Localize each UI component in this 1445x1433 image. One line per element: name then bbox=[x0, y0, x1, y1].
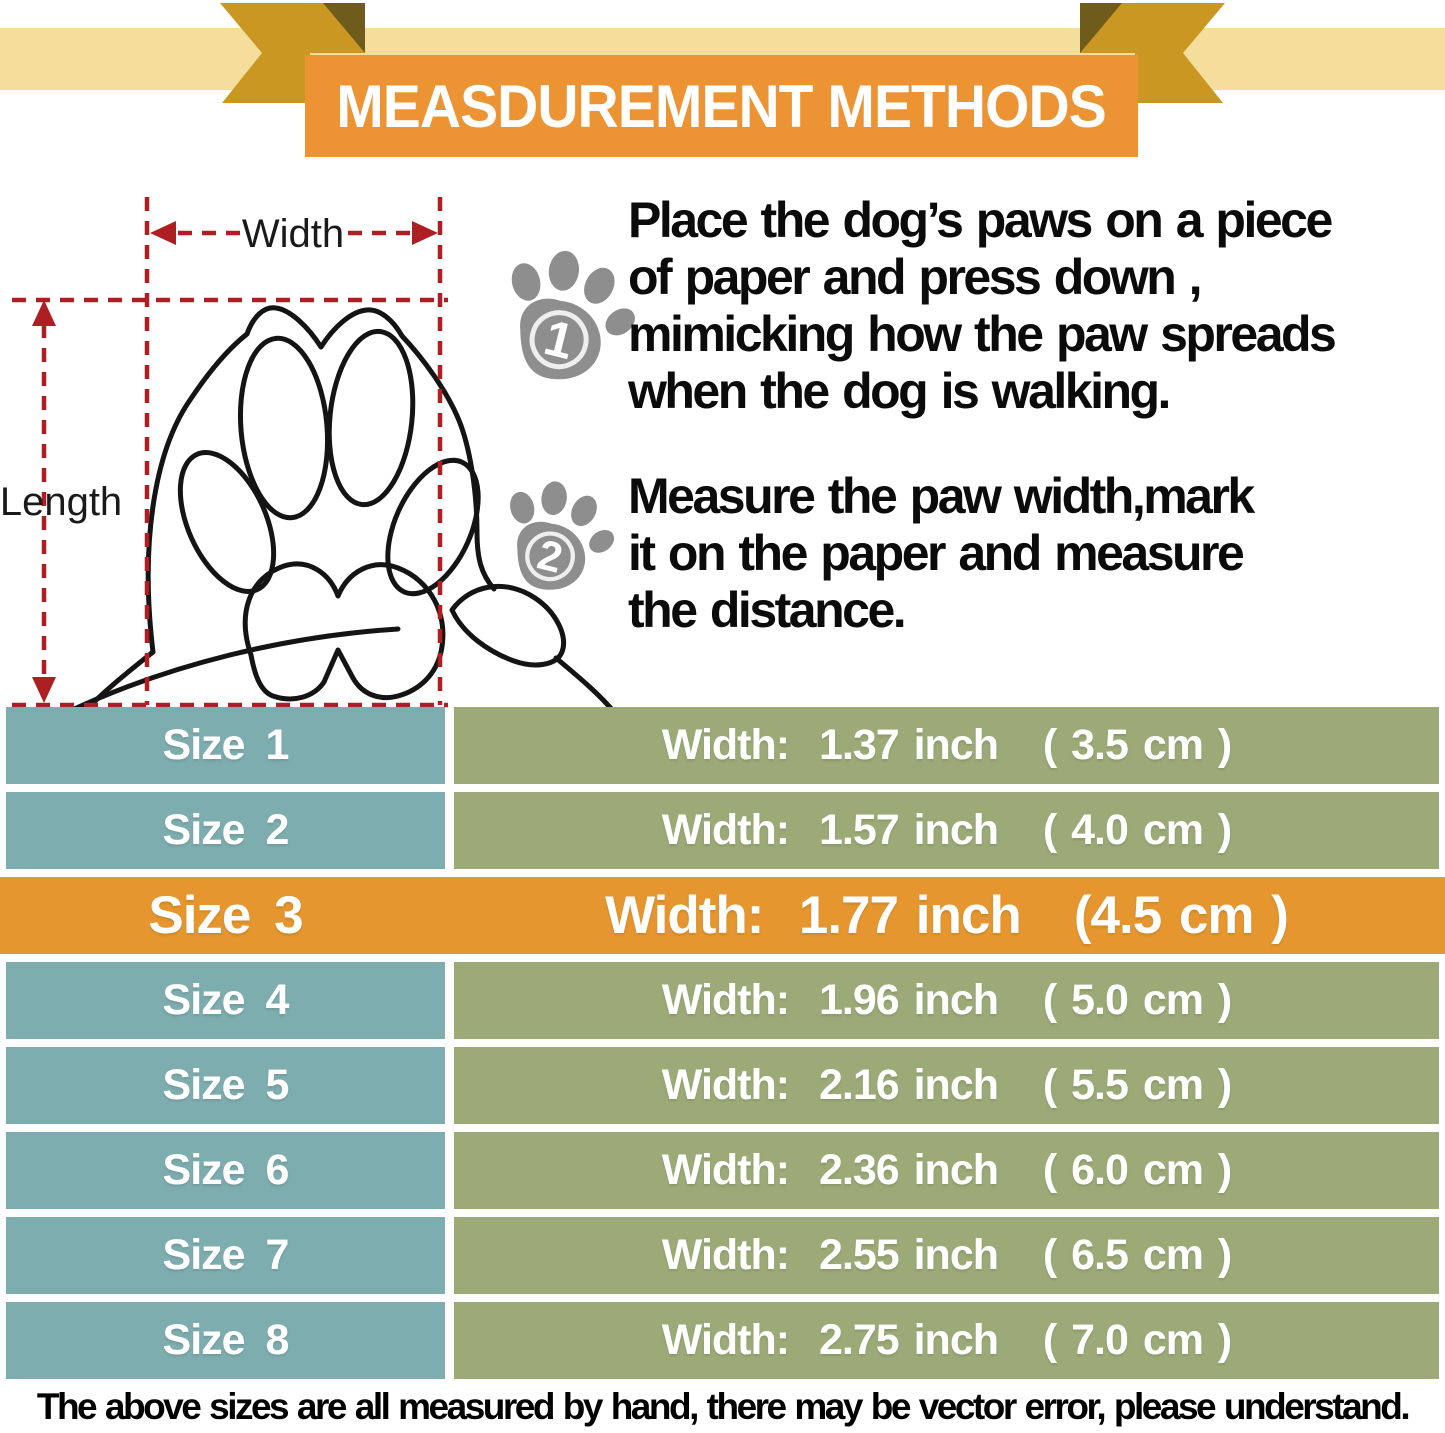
table-row: Size 1 Width: 1.37 inch ( 3.5 cm ) bbox=[0, 707, 1445, 784]
step-1-instructions: Place the dog’s paws on a piece of paper… bbox=[628, 192, 1337, 420]
size-label: Size 2 bbox=[6, 792, 445, 869]
measurement-arrowheads bbox=[32, 221, 438, 703]
width-value: Width: 2.55 inch ( 6.5 cm ) bbox=[454, 1217, 1439, 1294]
instruction-line: of paper and press down , bbox=[628, 249, 1203, 305]
table-row-highlighted: Size 3 Width: 1.77 inch (4.5 cm ) bbox=[0, 877, 1445, 954]
width-value: Width: 2.75 inch ( 7.0 cm ) bbox=[454, 1302, 1439, 1379]
size-chart-table: Size 1 Width: 1.37 inch ( 3.5 cm ) Size … bbox=[0, 707, 1445, 1387]
instruction-line: the distance. bbox=[628, 582, 907, 638]
table-row: Size 8 Width: 2.75 inch ( 7.0 cm ) bbox=[0, 1302, 1445, 1379]
size-label: Size 1 bbox=[6, 707, 445, 784]
instruction-line: Measure the paw width,mark bbox=[628, 468, 1255, 524]
width-value: Width: 1.37 inch ( 3.5 cm ) bbox=[454, 707, 1439, 784]
ribbon-tail-left bbox=[220, 3, 365, 103]
width-value: Width: 1.57 inch ( 4.0 cm ) bbox=[454, 792, 1439, 869]
page-title: MEASDUREMENT METHODS bbox=[336, 72, 1107, 140]
width-value: Width: 1.77 inch (4.5 cm ) bbox=[605, 886, 1289, 945]
size-label: Size 8 bbox=[6, 1302, 445, 1379]
table-row: Size 4 Width: 1.96 inch ( 5.0 cm ) bbox=[0, 962, 1445, 1039]
size-label: Size 6 bbox=[6, 1132, 445, 1209]
size-label: Size 5 bbox=[6, 1047, 445, 1124]
size-label: Size 7 bbox=[6, 1217, 445, 1294]
paw-measurement-diagram: Width Length bbox=[0, 197, 617, 715]
size-label: Size 4 bbox=[6, 962, 445, 1039]
step-2-paw-icon: 2 bbox=[510, 481, 615, 590]
instruction-line: Place the dog’s paws on a piece bbox=[628, 192, 1333, 248]
instruction-line: mimicking how the paw spreads bbox=[628, 306, 1337, 362]
step-1-paw-icon: 1 bbox=[511, 250, 635, 380]
ribbon-fold-right bbox=[1080, 3, 1122, 53]
instruction-line: it on the paper and measure bbox=[628, 525, 1245, 581]
table-row: Size 2 Width: 1.57 inch ( 4.0 cm ) bbox=[0, 792, 1445, 869]
table-row: Size 7 Width: 2.55 inch ( 6.5 cm ) bbox=[0, 1217, 1445, 1294]
ribbon-tail-right bbox=[1080, 3, 1225, 103]
length-label: Length bbox=[0, 480, 122, 524]
width-value: Width: 2.16 inch ( 5.5 cm ) bbox=[454, 1047, 1439, 1124]
width-value: Width: 2.36 inch ( 6.0 cm ) bbox=[454, 1132, 1439, 1209]
table-row: Size 6 Width: 2.36 inch ( 6.0 cm ) bbox=[0, 1132, 1445, 1209]
measurement-guides bbox=[12, 197, 448, 708]
width-label: Width bbox=[242, 212, 344, 256]
ribbon-decoration bbox=[220, 3, 1225, 103]
title-banner: MEASDUREMENT METHODS bbox=[305, 55, 1138, 157]
width-value: Width: 1.96 inch ( 5.0 cm ) bbox=[454, 962, 1439, 1039]
table-row: Size 5 Width: 2.16 inch ( 5.5 cm ) bbox=[0, 1047, 1445, 1124]
step-2-instructions: Measure the paw width,mark it on the pap… bbox=[628, 468, 1255, 639]
instruction-line: when the dog is walking. bbox=[628, 363, 1171, 419]
size-label: Size 3 bbox=[148, 886, 303, 945]
footnote: The above sizes are all measured by hand… bbox=[36, 1386, 1411, 1427]
ribbon-fold-left bbox=[323, 3, 365, 53]
